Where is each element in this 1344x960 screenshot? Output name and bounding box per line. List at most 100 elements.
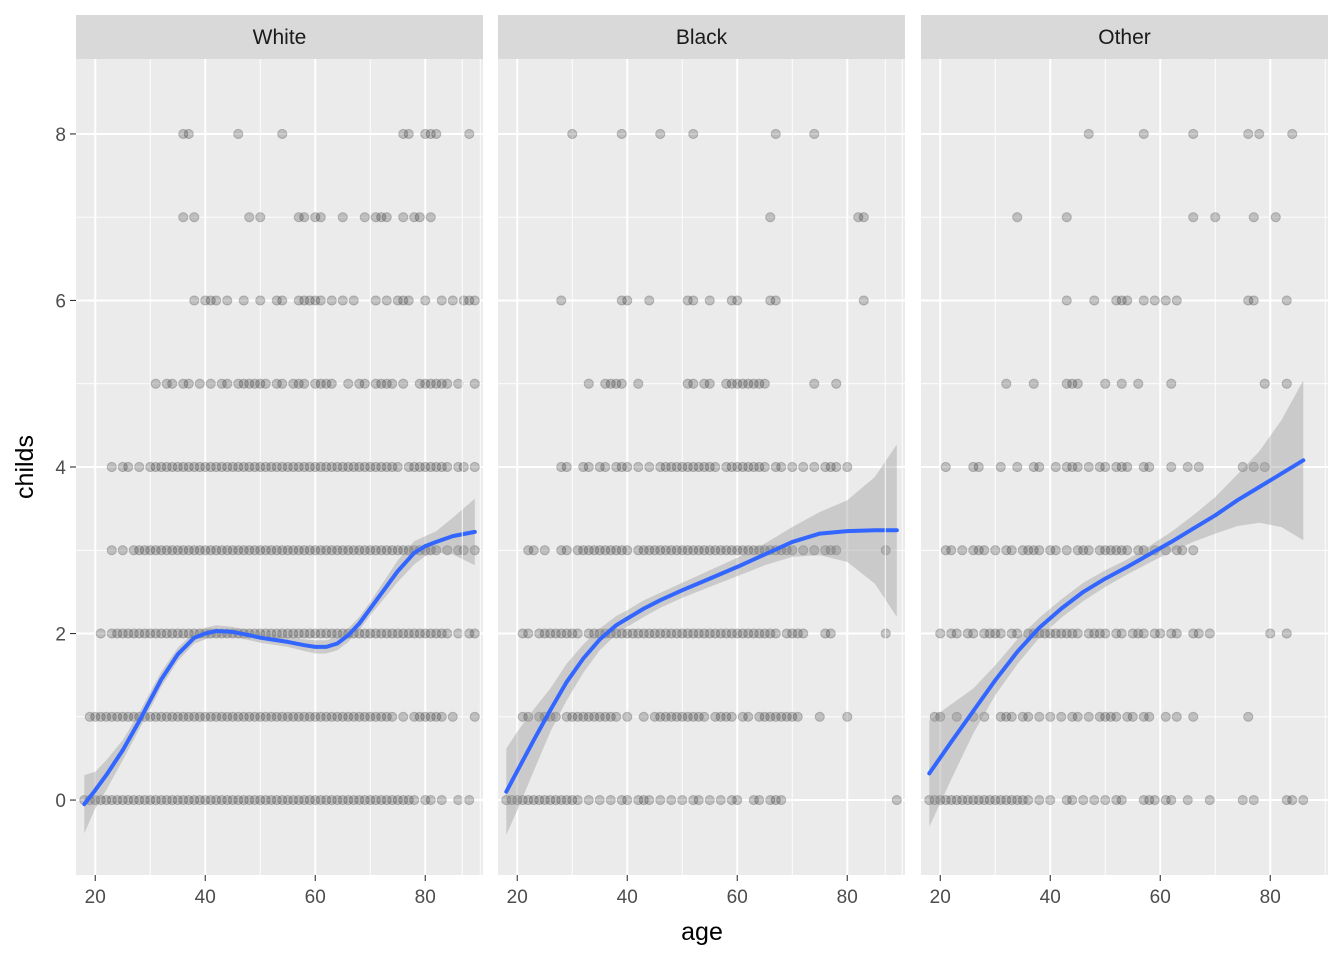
data-point (1001, 711, 1012, 722)
data-point (1171, 628, 1182, 639)
data-point (1177, 545, 1188, 556)
data-point (299, 295, 310, 306)
data-point (1089, 794, 1100, 806)
data-point (183, 794, 194, 806)
data-point (704, 628, 715, 639)
data-point (205, 378, 216, 389)
data-point (260, 461, 271, 473)
data-point (310, 545, 321, 556)
data-point (1017, 794, 1028, 806)
data-point (299, 794, 310, 806)
data-point (677, 628, 688, 639)
data-point (638, 794, 649, 806)
data-point (946, 794, 957, 806)
data-point (699, 378, 710, 389)
data-point (266, 794, 277, 806)
data-point (616, 378, 627, 389)
data-point (189, 212, 200, 223)
data-point (737, 628, 748, 639)
data-point (337, 212, 348, 223)
facet-strip-label: White (253, 26, 307, 49)
data-point (370, 295, 381, 306)
data-point (1100, 794, 1111, 806)
data-point (211, 295, 222, 306)
data-point (721, 461, 732, 473)
data-point (1248, 295, 1259, 306)
data-point (420, 295, 431, 306)
data-point (95, 711, 106, 722)
data-point (277, 128, 288, 140)
data-point (381, 628, 392, 639)
data-point (649, 545, 660, 556)
data-point (172, 461, 183, 473)
x-axis: 20 40 60 80 20 40 60 80 20 40 60 80 (85, 875, 1281, 908)
data-point (370, 794, 381, 806)
y-axis-title: childs (11, 435, 39, 499)
data-point (1100, 461, 1111, 473)
data-point (594, 461, 605, 473)
data-point (973, 794, 984, 806)
data-point (737, 711, 748, 722)
data-point (293, 711, 304, 722)
data-point (726, 295, 737, 306)
data-point (1237, 794, 1248, 806)
data-point (249, 461, 260, 473)
data-point (732, 378, 743, 389)
data-point (403, 628, 414, 639)
data-point (101, 711, 112, 722)
data-point (1270, 212, 1281, 223)
data-point (233, 128, 244, 140)
data-point (167, 378, 178, 389)
data-point (1166, 461, 1177, 473)
data-point (1067, 461, 1078, 473)
data-point (990, 545, 1001, 556)
data-point (1298, 794, 1309, 806)
data-point (743, 711, 754, 722)
data-point (1083, 711, 1094, 722)
data-point (365, 628, 376, 639)
data-point (359, 545, 370, 556)
data-point (792, 711, 803, 722)
data-point (227, 711, 238, 722)
data-point (682, 628, 693, 639)
data-point (693, 711, 704, 722)
data-point (1265, 628, 1276, 639)
data-point (420, 711, 431, 722)
data-point (572, 711, 583, 722)
facet-strip-label: Black (676, 26, 728, 49)
data-point (765, 628, 776, 639)
data-point (704, 378, 715, 389)
data-point (183, 378, 194, 389)
data-point (1105, 545, 1116, 556)
data-point (1122, 295, 1133, 306)
data-point (1023, 794, 1034, 806)
data-point (1034, 545, 1045, 556)
data-point (409, 794, 420, 806)
data-point (605, 794, 616, 806)
data-point (370, 545, 381, 556)
data-point (293, 545, 304, 556)
data-point (293, 461, 304, 473)
data-point (880, 545, 891, 556)
data-point (781, 711, 792, 722)
data-point (754, 794, 765, 806)
data-point (710, 545, 721, 556)
data-point (1122, 461, 1133, 473)
data-point (205, 794, 216, 806)
data-point (957, 545, 968, 556)
data-point (161, 461, 172, 473)
data-point (979, 711, 990, 722)
data-point (633, 378, 644, 389)
data-point (1122, 545, 1133, 556)
confidence-ribbon (506, 444, 897, 835)
data-point (315, 212, 326, 223)
data-point (704, 295, 715, 306)
data-point (534, 628, 545, 639)
data-point (392, 628, 403, 639)
data-point (715, 711, 726, 722)
data-point (458, 295, 469, 306)
data-point (436, 628, 447, 639)
data-point (337, 295, 348, 306)
x-tick-label: 80 (1260, 887, 1281, 908)
data-point (425, 378, 436, 389)
